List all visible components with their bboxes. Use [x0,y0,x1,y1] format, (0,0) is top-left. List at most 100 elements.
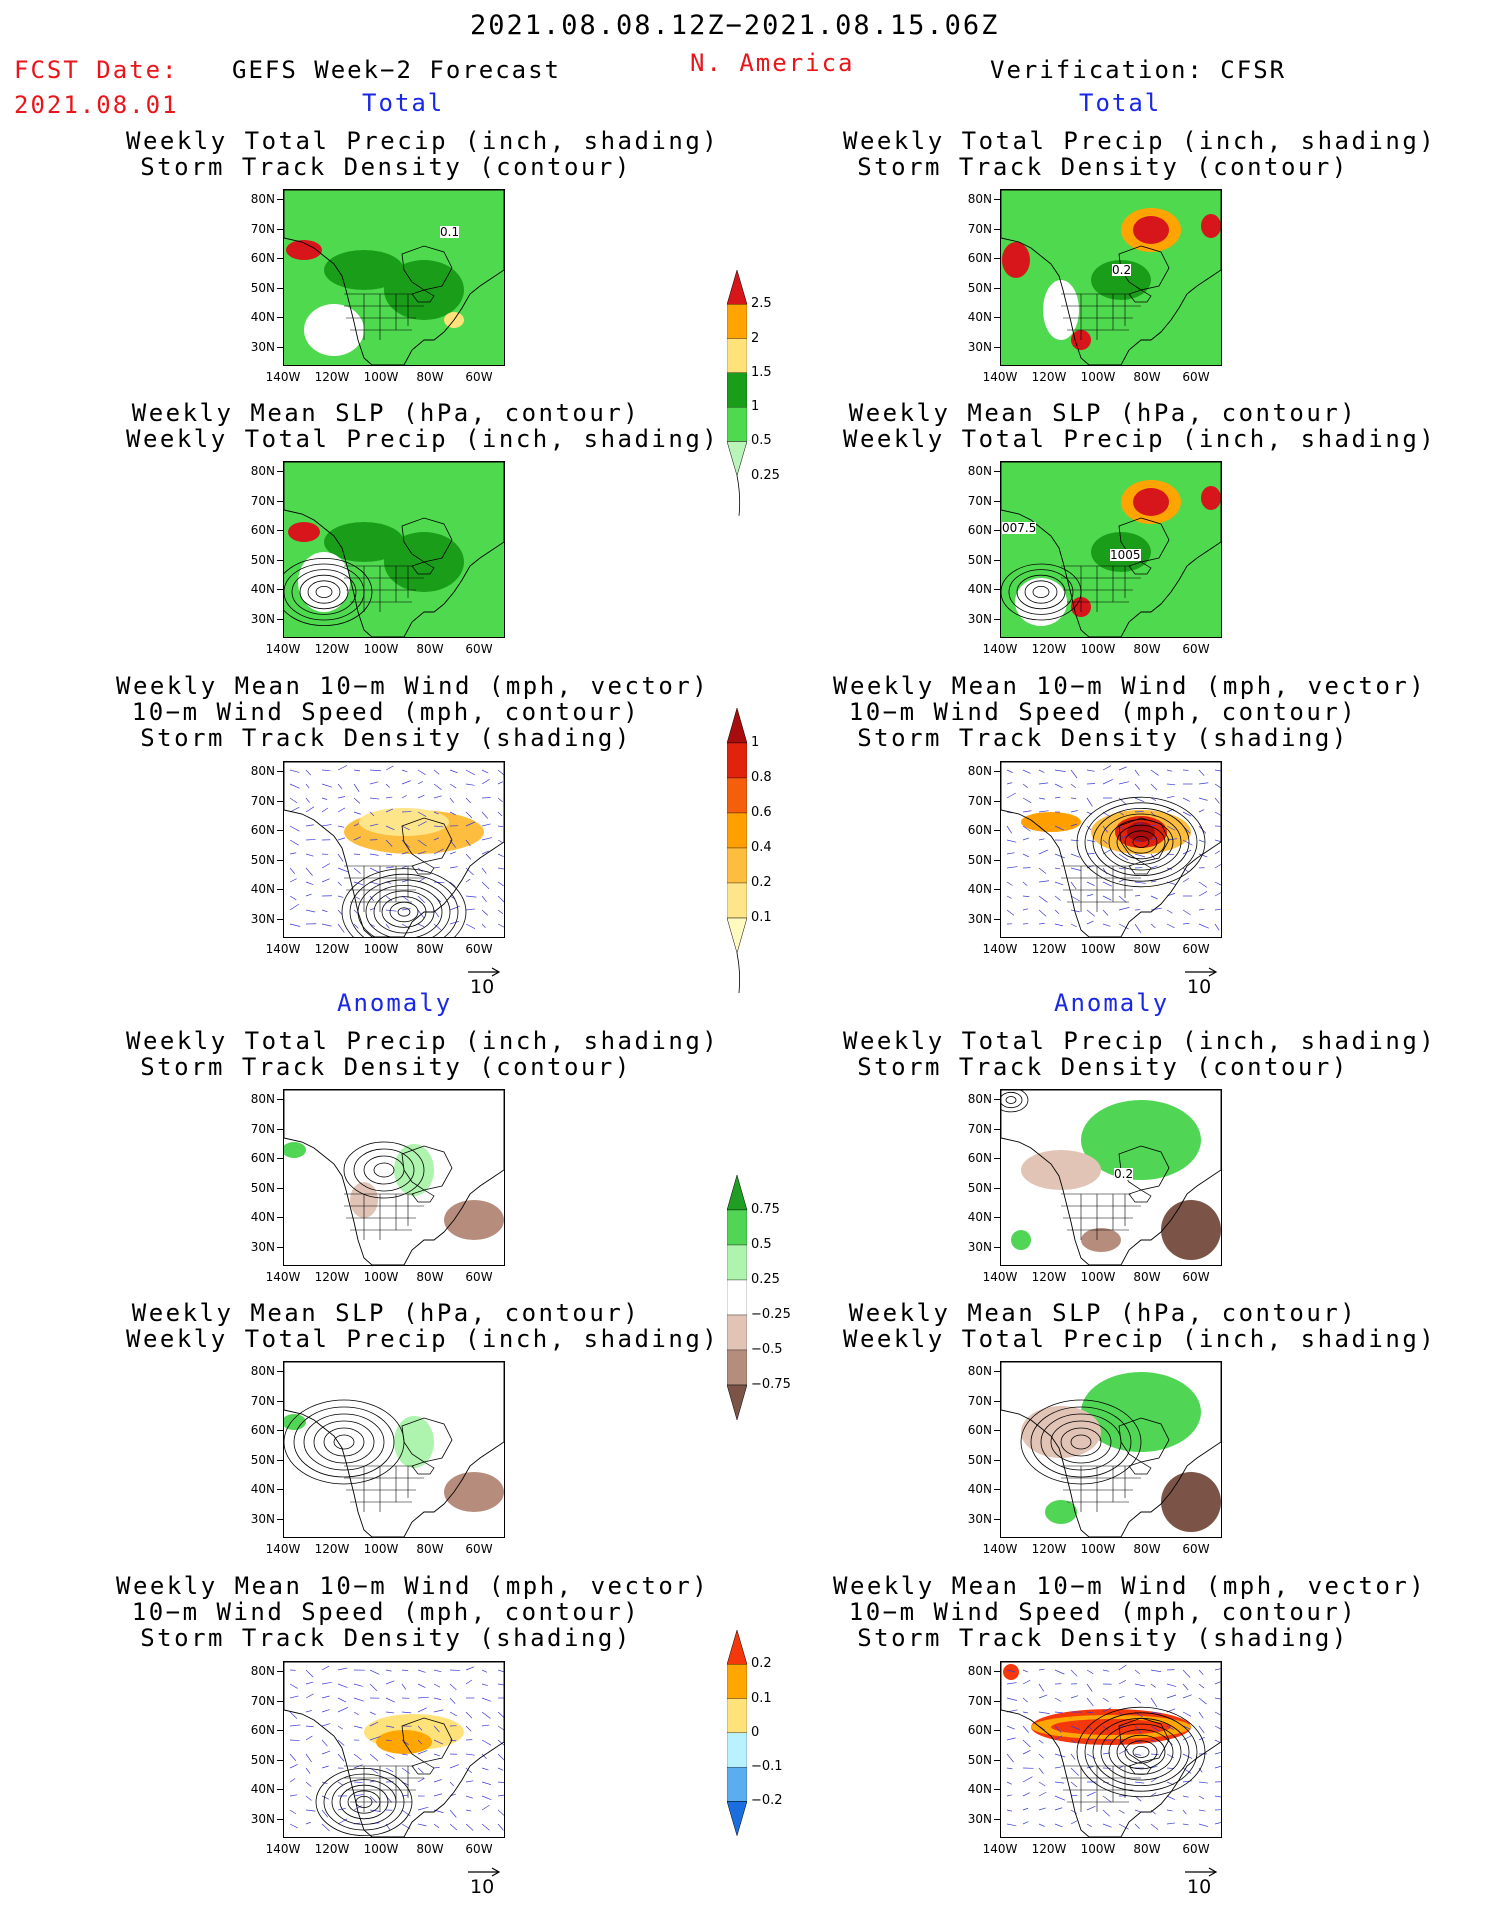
lat-tick-label: 30N [967,1239,992,1254]
lat-tick-label: 80N [967,1092,992,1106]
lon-tick-label: 140W [265,1842,301,1856]
period-title: 2021.08.08.12Z−2021.08.15.06Z [470,10,1000,41]
lon-tick-label: 140W [982,642,1018,656]
colorbar-label: 0.25 [751,1272,780,1287]
lon-tick-label: 120W [1031,642,1067,656]
lat-tick [994,346,1000,348]
lon-tick-label: 100W [363,370,399,384]
lat-tick-label: 50N [250,280,275,295]
lon-tick-label: 80W [1133,1842,1161,1856]
lat-tick-label: 40N [967,582,992,596]
lon-tick-label: 60W [1182,1270,1210,1284]
lat-tick [994,317,1000,318]
map-frame [283,1661,505,1838]
vector-arrow-icon [1185,967,1218,977]
lat-tick-label: 50N [250,1752,275,1767]
lat-tick [994,1158,1000,1159]
lon-tick-label: 120W [314,1542,350,1556]
lon-tick-label: 60W [1182,1542,1210,1556]
fcst-date: 2021.08.01 [14,91,179,119]
title-vf-total-slp-precip: Weekly Mean SLP (hPa, contour) Weekly To… [843,399,1437,453]
lat-tick [277,1371,283,1372]
lat-tick-label: 40N [967,882,992,896]
lon-tick-label: 80W [1133,1270,1161,1284]
lat-tick [994,1430,1000,1431]
lon-tick-label: 60W [465,370,493,384]
lat-tick-label: 70N [250,493,275,508]
lat-tick-label: 80N [250,764,275,778]
title-vf-anom-wind-track: Weekly Mean 10−m Wind (mph, vector) 10−m… [833,1572,1427,1652]
lat-tick [277,1818,283,1820]
lat-tick [994,199,1000,200]
lat-tick [277,800,283,802]
lat-tick-label: 60N [250,823,275,837]
colorbar-label: 2 [751,330,760,346]
lat-tick-label: 80N [967,764,992,778]
lat-tick [277,1671,283,1672]
lat-tick-label: 50N [250,1452,275,1467]
lat-tick-label: 30N [250,339,275,354]
lat-tick-label: 70N [967,493,992,508]
lat-tick [277,530,283,531]
lat-tick-label: 70N [250,1121,275,1136]
lat-tick [994,1128,1000,1130]
lon-tick-label: 140W [265,1542,301,1556]
lat-tick [277,287,283,289]
lat-tick-label: 60N [967,1723,992,1737]
lat-tick [994,1789,1000,1790]
colorbar-label: 1 [751,399,760,415]
lat-tick [277,1187,283,1189]
lat-tick [994,1099,1000,1100]
colorbar-label: 0.8 [751,770,772,785]
lat-tick [994,618,1000,620]
title-vf-anom-precip-track: Weekly Total Precip (inch, shading) Stor… [843,1027,1437,1081]
lon-tick-label: 120W [314,1270,350,1284]
vector-arrow-icon [468,1867,501,1877]
lat-tick [994,228,1000,230]
lat-tick-label: 40N [250,1482,275,1496]
map-canvas [284,1090,504,1265]
colorbar-label: −0.1 [751,1759,783,1775]
lat-tick-label: 40N [250,310,275,324]
lat-tick [277,1759,283,1761]
lat-tick [277,1489,283,1490]
lon-tick-label: 120W [314,370,350,384]
lat-tick-label: 80N [967,1664,992,1678]
lat-tick [277,1730,283,1731]
colorbar-label: 0.1 [751,1690,772,1706]
map-frame [1000,461,1222,638]
colorbar-label: 2.5 [751,296,772,312]
lat-tick-label: 40N [967,1482,992,1496]
lat-tick-label: 70N [250,221,275,236]
lon-tick-label: 60W [465,1270,493,1284]
lat-tick-label: 70N [967,1121,992,1136]
colorbar-label: 1.5 [751,364,772,380]
colorbar-label: −0.5 [751,1342,783,1357]
vector-reference-vf-total: 10 [1183,964,1219,998]
lat-tick [277,1217,283,1218]
lon-tick-label: 140W [982,1270,1018,1284]
lat-tick-label: 80N [967,192,992,206]
lon-tick-label: 80W [416,370,444,384]
colorbar-label: 0 [751,1724,760,1740]
lat-tick-label: 60N [250,1151,275,1165]
title-vf-anom-slp-precip: Weekly Mean SLP (hPa, contour) Weekly To… [843,1299,1437,1353]
lat-tick-label: 30N [967,1511,992,1526]
lon-tick-label: 100W [363,1542,399,1556]
lat-tick [994,258,1000,259]
lon-tick-label: 80W [416,1842,444,1856]
colorbar-label: 0.1 [751,910,772,925]
lat-tick [994,589,1000,590]
vector-arrow-icon [1185,1867,1218,1877]
title-vf-total-precip-track: Weekly Total Precip (inch, shading) Stor… [843,127,1437,181]
lat-tick [994,800,1000,802]
lat-tick [994,287,1000,289]
lat-tick-label: 30N [250,911,275,926]
lat-tick-label: 30N [967,611,992,626]
colorbar-strip [727,1175,747,1421]
lat-tick [994,1187,1000,1189]
lat-tick [277,500,283,502]
lat-tick-label: 80N [250,1664,275,1678]
colorbar-label: −0.2 [751,1793,783,1809]
lon-tick-label: 80W [1133,642,1161,656]
